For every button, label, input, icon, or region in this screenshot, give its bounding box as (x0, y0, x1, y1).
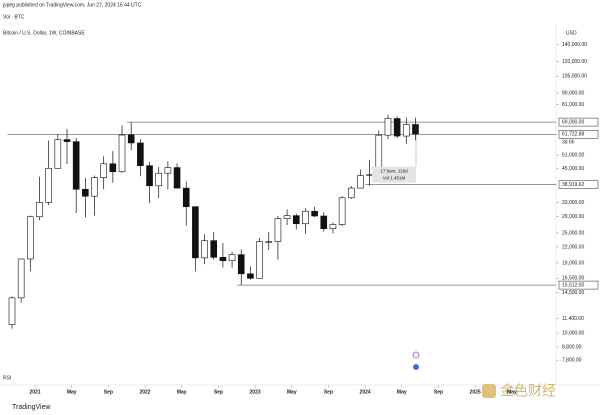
candle-body (8, 297, 16, 325)
x-tick-label: 2025 (470, 389, 481, 395)
candle-body (72, 141, 80, 190)
candle-body (283, 215, 291, 219)
candle-body (192, 206, 199, 259)
y-tick-label: 8,800.00 (562, 344, 582, 350)
candle-body (45, 167, 52, 203)
level-box (558, 180, 599, 189)
y-tick-label: 25,000.00 (562, 230, 584, 236)
candle-body (155, 172, 163, 187)
level-label: 38,919.62 (562, 182, 584, 188)
candle-body (247, 273, 254, 279)
candle-body (210, 240, 218, 258)
y-tick-label: 19,000.00 (562, 260, 584, 266)
volume-label: Vol · BTC (3, 14, 25, 20)
candle-body (36, 202, 43, 218)
level-label: 61,722.88 (562, 132, 584, 138)
level-box (558, 130, 599, 139)
x-tick-label: 2024 (360, 389, 371, 395)
candle-body (256, 241, 263, 279)
x-tick-label: 2021 (29, 389, 40, 395)
candle-body (17, 258, 25, 299)
x-tick-label: Sep (434, 389, 443, 395)
y-tick-label: 45,000.00 (562, 166, 584, 172)
candle-body (338, 197, 346, 225)
brand: TradingView (12, 404, 51, 411)
level-box (558, 280, 599, 290)
y-tick-label: 14,500.00 (562, 290, 584, 296)
y-tick-label: 90,000.00 (562, 90, 584, 96)
countdown: 3d 6h (562, 140, 575, 146)
candle-body (173, 167, 181, 189)
candle-body (357, 175, 364, 189)
candle-body (320, 215, 328, 229)
candle-body (402, 124, 410, 137)
candle-body (412, 124, 419, 135)
published: jypeg published on TradingView.com, Jun … (2, 2, 142, 8)
x-tick-label: May (287, 389, 297, 395)
candle-body (201, 240, 208, 259)
y-tick-label: 51,000.00 (562, 152, 584, 158)
y-tick-label: 81,000.00 (562, 102, 584, 108)
y-tick-label: 105,000.00 (562, 74, 587, 80)
x-tick-label: 2023 (250, 389, 261, 395)
watermark-logo (482, 384, 496, 398)
candle-body (54, 139, 62, 169)
candle-body (63, 139, 71, 142)
candle-body (164, 167, 172, 174)
level-box (558, 117, 599, 127)
candle-body (347, 187, 355, 199)
candle-body (384, 118, 392, 136)
x-tick-label: Sep (104, 389, 113, 395)
candle-body (146, 165, 153, 187)
currency: USD (566, 30, 577, 36)
symbol: Bitcoin / U.S. Dollar, 1W, COINBASE (3, 30, 85, 36)
annotation-text: Vol 1.451M (383, 175, 406, 180)
y-tick-label: 7,800.00 (562, 358, 582, 364)
candle-body (137, 142, 144, 166)
x-tick-label: May (177, 389, 187, 395)
rsi-label: RSI (3, 375, 11, 381)
candle-body (265, 241, 273, 243)
watermark: 金色财经 (500, 383, 556, 399)
y-tick-label: 10,000.00 (562, 330, 584, 336)
level-label: 69,000.00 (562, 119, 584, 125)
candle-body (311, 210, 318, 217)
candle-body (237, 254, 245, 275)
candle-body (91, 177, 98, 197)
candle-body (27, 216, 34, 260)
y-tick-label: 33,000.00 (562, 200, 584, 206)
candle-body (292, 215, 300, 225)
candle-body (219, 257, 227, 261)
candle-body (127, 134, 135, 144)
annotation-text: 17 bars, 119d (380, 168, 408, 173)
level-label: 15,512.00 (562, 282, 584, 288)
y-tick-label: 29,000.00 (562, 214, 584, 220)
event-icon (413, 364, 419, 370)
candle-body (274, 218, 282, 242)
x-tick-label: May (397, 389, 407, 395)
y-tick-label: 11,400.00 (562, 316, 584, 322)
y-tick-label: 16,500.00 (562, 276, 584, 282)
x-tick-label: 2022 (139, 389, 150, 395)
candle-body (228, 254, 236, 261)
x-tick-label: Sep (324, 389, 333, 395)
candle-body (366, 174, 373, 176)
annotation-box (372, 166, 416, 183)
x-tick-label: May (507, 389, 517, 395)
candle-body (109, 163, 117, 173)
candle-body (82, 188, 89, 197)
candle-body (329, 224, 337, 229)
x-tick-label: May (67, 389, 77, 395)
candle-body (393, 118, 401, 137)
candle-body (302, 210, 309, 225)
y-tick-label: 120,000.00 (562, 59, 587, 65)
event-icon (412, 351, 420, 359)
candle-body (118, 134, 126, 173)
x-tick-label: Sep (214, 389, 223, 395)
y-tick-label: 22,000.00 (562, 244, 584, 250)
candle-body (182, 187, 190, 207)
candle-body (100, 163, 107, 178)
y-tick-label: 140,000.00 (562, 42, 587, 48)
